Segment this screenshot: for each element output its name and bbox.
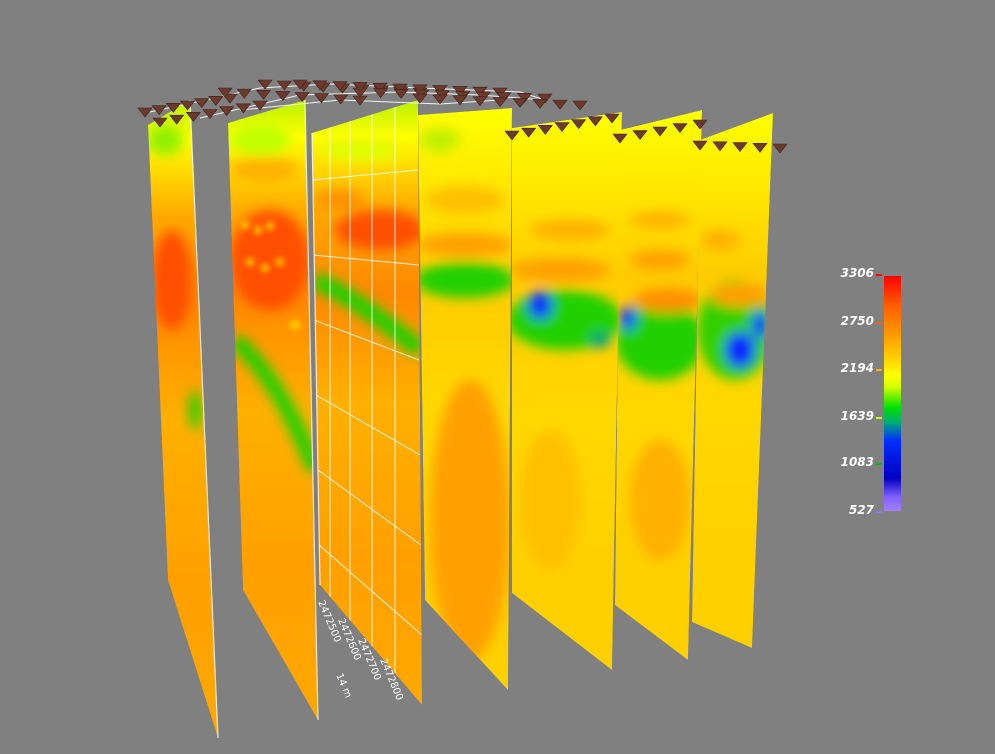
station-marker-icon [276,80,292,91]
color-scale-bar [884,276,901,511]
station-marker-icon [712,141,728,152]
station-marker-icon [521,127,537,138]
station-marker-icon [252,100,268,111]
section-panel-1 [148,100,218,738]
station-marker-icon [179,100,196,111]
legend-tick [876,463,882,465]
station-marker-icon [492,97,508,107]
station-marker-icon [452,95,468,106]
station-marker-icon [208,96,224,106]
station-marker-icon [152,117,168,128]
station-marker-icon [432,85,448,96]
station-marker-icon [235,103,251,114]
station-marker-icon [257,79,273,90]
legend-tick [876,274,882,276]
section-panel-7 [692,113,773,648]
station-marker-icon [554,122,570,132]
station-marker-icon [496,92,512,103]
station-marker-icon [412,84,428,95]
station-marker-icon [332,81,348,92]
station-marker-icon [222,93,238,104]
station-marker-icon [672,123,688,133]
station-marker-icon [537,125,553,135]
station-marker-icon [275,91,291,101]
station-marker-icon [312,80,328,91]
station-marker-icon [537,93,553,104]
axis-unit-label: 14 m [333,672,353,700]
station-marker-icon [412,93,428,104]
section-panel-6 [615,110,702,660]
station-marker-icon [692,140,708,151]
legend-label-3: 2194 [840,361,874,375]
station-markers [137,79,788,154]
station-marker-icon [255,89,272,100]
legend-label-min: 527 [848,503,874,517]
legend-tick [876,511,882,513]
station-marker-icon [516,93,533,103]
station-marker-icon [612,133,628,144]
legend-tick [876,417,882,419]
station-marker-icon [169,114,185,125]
station-marker-icon [372,82,388,93]
station-marker-icon [587,116,603,127]
station-marker-icon [504,130,520,141]
station-marker-icon [472,96,488,107]
station-marker-icon [372,88,389,99]
station-marker-icon [604,113,620,124]
station-marker-icon [393,89,409,99]
station-marker-icon [752,142,768,153]
legend-label-5: 1083 [840,455,874,469]
station-marker-icon [352,82,368,92]
legend-tick [876,322,882,324]
station-marker-icon [333,94,349,105]
station-marker-icon [165,103,181,113]
station-marker-icon [572,100,588,111]
station-marker-icon [532,98,548,109]
station-marker-icon [392,83,408,94]
station-marker-icon [652,126,668,137]
station-marker-icon [151,105,167,116]
station-marker-icon [512,98,528,108]
station-marker-icon [217,87,233,98]
legend-label-4: 1639 [840,409,874,423]
legend-label-2: 2750 [840,314,874,328]
station-marker-icon [137,107,153,118]
legend-tick [876,369,882,371]
station-marker-icon [292,79,308,90]
station-marker-icon [571,119,587,130]
station-marker-icon [772,143,788,154]
station-marker-icon [313,93,330,104]
station-marker-icon [632,130,648,140]
station-marker-icon [202,109,218,119]
section-panel-5 [512,112,622,670]
station-marker-icon [194,98,210,109]
station-marker-icon [185,112,201,122]
station-marker-icon [432,94,448,105]
station-marker-icon [236,88,252,99]
station-marker-icon [732,142,748,152]
legend-label-max: 3306 [840,266,874,280]
station-marker-icon [352,87,368,98]
section-panel-4 [418,108,512,690]
section-panel-2 [228,100,318,720]
panel-edges [189,99,321,739]
section-panel-3 [312,100,422,705]
station-marker-icon [552,99,568,110]
station-marker-icon [692,119,708,130]
station-marker-icon [452,86,468,96]
station-marker-icon [219,106,235,117]
station-marker-icon [294,92,310,103]
